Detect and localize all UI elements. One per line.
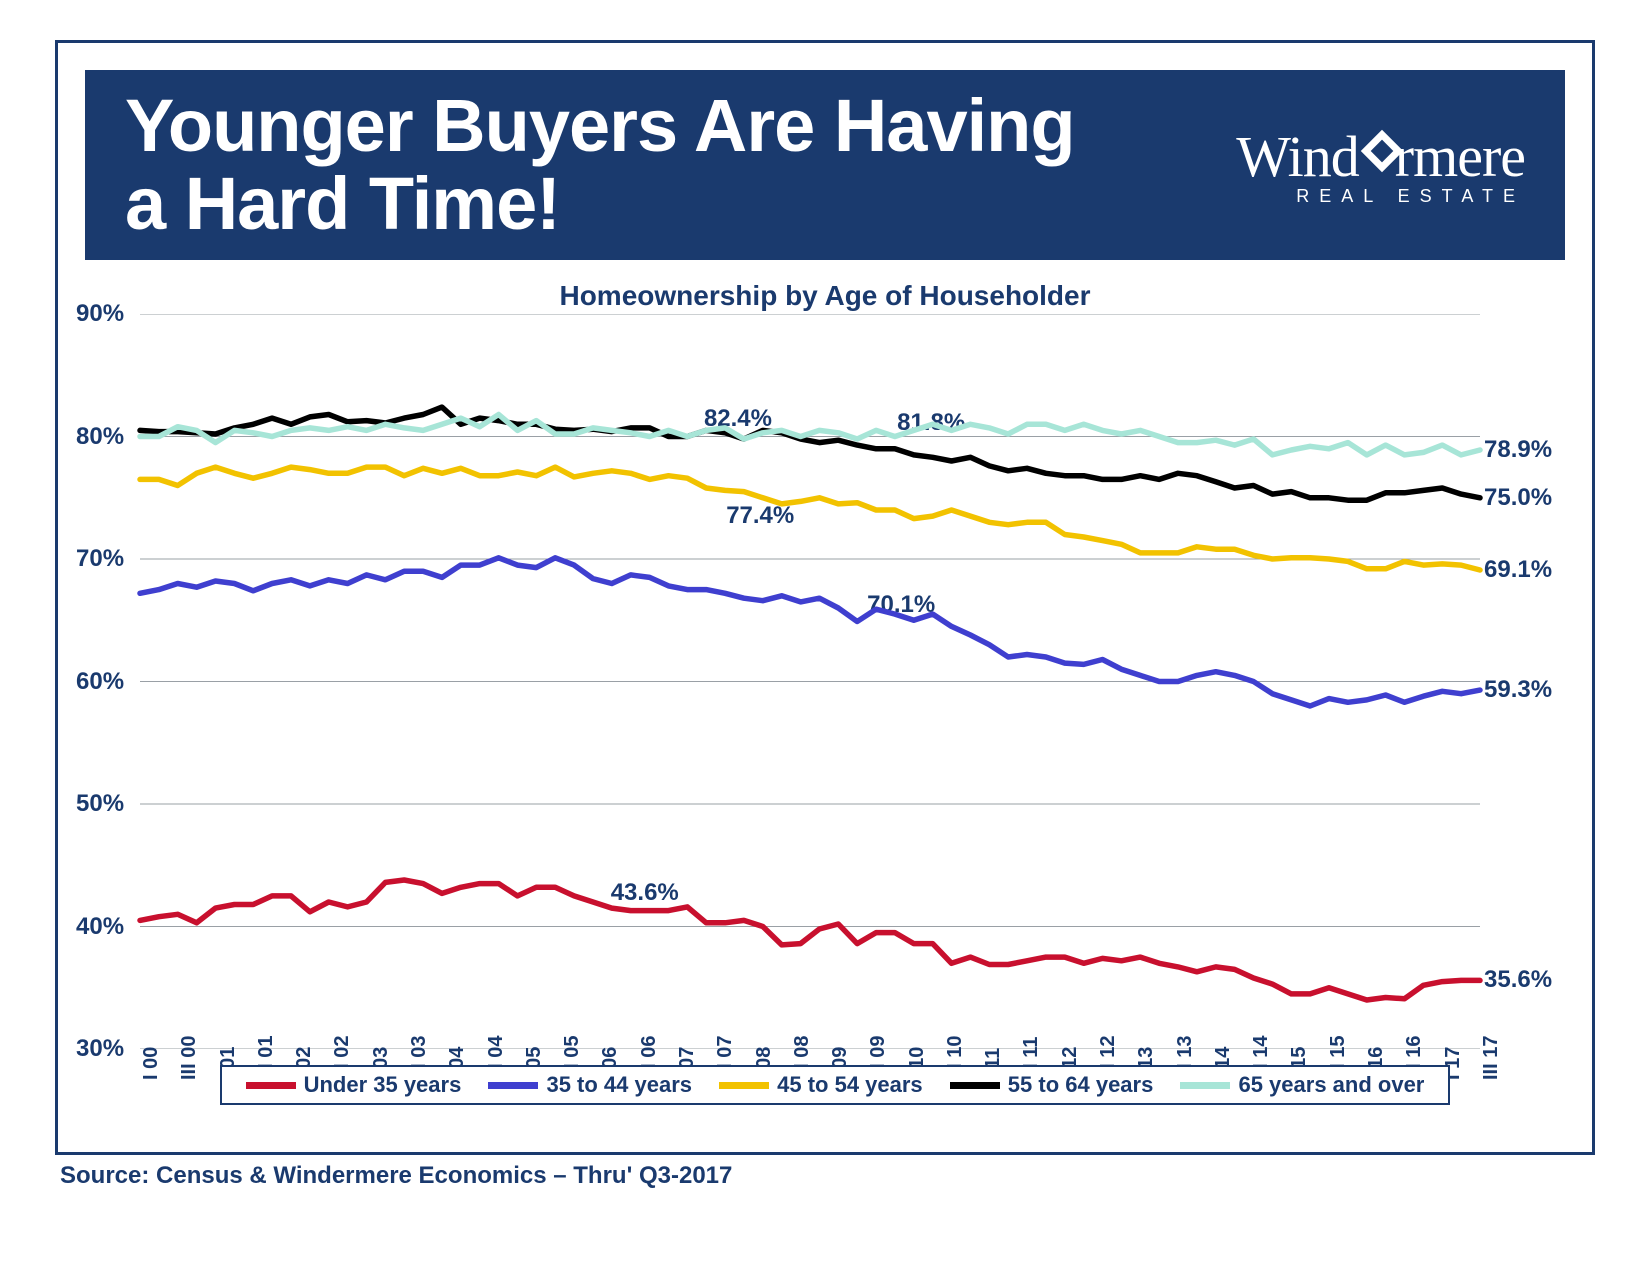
legend-swatch bbox=[719, 1082, 769, 1089]
series-35-to-44-years bbox=[140, 558, 1480, 706]
legend-label: 45 to 54 years bbox=[777, 1072, 923, 1098]
legend-swatch bbox=[1180, 1082, 1230, 1089]
chart-area: Homeownership by Age of Householder 30%4… bbox=[80, 280, 1570, 1125]
title-line-1: Younger Buyers Are Having bbox=[125, 84, 1075, 167]
series-under-35-years bbox=[140, 880, 1480, 1000]
brand-logo: Wind rmere REAL ESTATE bbox=[1236, 123, 1525, 207]
chart-title: Homeownership by Age of Householder bbox=[80, 280, 1570, 312]
legend-swatch bbox=[488, 1082, 538, 1089]
legend-item: 35 to 44 years bbox=[488, 1072, 692, 1098]
title-bar: Younger Buyers Are Having a Hard Time! W… bbox=[85, 70, 1565, 260]
legend-swatch bbox=[950, 1082, 1000, 1089]
legend-label: Under 35 years bbox=[304, 1072, 462, 1098]
legend-label: 55 to 64 years bbox=[1008, 1072, 1154, 1098]
legend-item: 55 to 64 years bbox=[950, 1072, 1154, 1098]
source-text: Source: Census & Windermere Economics – … bbox=[60, 1162, 732, 1190]
series-45-to-54-years bbox=[140, 467, 1480, 570]
legend-item: 45 to 54 years bbox=[719, 1072, 923, 1098]
legend-label: 35 to 44 years bbox=[546, 1072, 692, 1098]
legend-item: Under 35 years bbox=[246, 1072, 462, 1098]
chart-legend: Under 35 years 35 to 44 years 45 to 54 yea… bbox=[220, 1065, 1450, 1105]
legend-item: 65 years and over bbox=[1180, 1072, 1424, 1098]
legend-swatch bbox=[246, 1082, 296, 1089]
chart-plot: 30%40%50%60%70%80%90%35.6%59.3%69.1%75.0… bbox=[80, 314, 1570, 1049]
title-line-2: a Hard Time! bbox=[125, 162, 560, 245]
legend-label: 65 years and over bbox=[1238, 1072, 1424, 1098]
page-title: Younger Buyers Are Having a Hard Time! bbox=[125, 87, 1075, 242]
